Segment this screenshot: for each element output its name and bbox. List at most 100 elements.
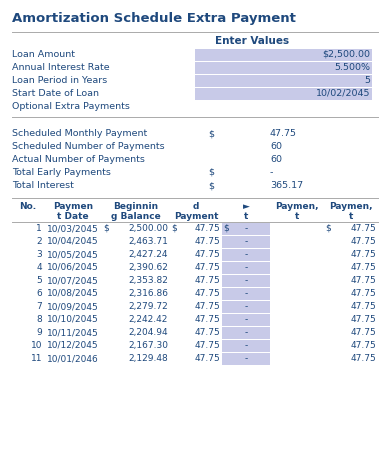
Text: d
Payment: d Payment	[174, 202, 218, 221]
Text: 10: 10	[30, 341, 42, 350]
Text: 60: 60	[270, 155, 282, 164]
Text: -: -	[245, 224, 248, 233]
Bar	[222, 327, 270, 339]
Text: -: -	[245, 315, 248, 324]
Bar	[195, 49, 372, 61]
Text: 10/01/2046: 10/01/2046	[47, 354, 99, 363]
Text: 6: 6	[36, 289, 42, 298]
Text: 9: 9	[36, 328, 42, 337]
Text: $: $	[208, 168, 214, 177]
Text: 47.75: 47.75	[350, 276, 376, 285]
Text: Scheduled Number of Payments: Scheduled Number of Payments	[12, 142, 165, 151]
Text: Amortization Schedule Extra Payment: Amortization Schedule Extra Payment	[12, 12, 296, 25]
Text: 47.75: 47.75	[194, 250, 220, 259]
Text: Beginnin
g Balance: Beginnin g Balance	[111, 202, 161, 221]
Text: Paymen,
t: Paymen, t	[275, 202, 319, 221]
Text: 47.75: 47.75	[350, 263, 376, 272]
Text: 47.75: 47.75	[194, 328, 220, 337]
Text: -: -	[245, 250, 248, 259]
Text: 10/06/2045: 10/06/2045	[47, 263, 99, 272]
Text: 2,279.72: 2,279.72	[128, 302, 168, 311]
Text: 2,500.00: 2,500.00	[128, 224, 168, 233]
Text: $: $	[325, 224, 331, 233]
Text: 47.75: 47.75	[194, 276, 220, 285]
Text: 2,353.82: 2,353.82	[128, 276, 168, 285]
Text: 2,316.86: 2,316.86	[128, 289, 168, 298]
Text: 10/12/2045: 10/12/2045	[47, 341, 99, 350]
Text: -: -	[270, 168, 273, 177]
Bar	[195, 88, 372, 100]
Text: $: $	[171, 224, 177, 233]
Text: ►
t: ► t	[243, 202, 250, 221]
Text: 47.75: 47.75	[350, 289, 376, 298]
Text: 47.75: 47.75	[194, 263, 220, 272]
Text: 8: 8	[36, 315, 42, 324]
Text: 365.17: 365.17	[270, 181, 303, 190]
Text: Total Early Payments: Total Early Payments	[12, 168, 111, 177]
Text: 10/07/2045: 10/07/2045	[47, 276, 99, 285]
Text: -: -	[245, 289, 248, 298]
Text: -: -	[245, 263, 248, 272]
Text: -: -	[245, 354, 248, 363]
Text: 2,242.42: 2,242.42	[129, 315, 168, 324]
Bar	[222, 275, 270, 287]
Text: No.: No.	[20, 202, 37, 211]
Text: Paymen,
t: Paymen, t	[329, 202, 373, 221]
Text: Start Date of Loan: Start Date of Loan	[12, 89, 99, 98]
Text: 5: 5	[36, 276, 42, 285]
Bar	[222, 236, 270, 248]
Text: 10/09/2045: 10/09/2045	[47, 302, 99, 311]
Text: -: -	[245, 328, 248, 337]
Text: 47.75: 47.75	[350, 224, 376, 233]
Text: 47.75: 47.75	[350, 341, 376, 350]
Text: 47.75: 47.75	[270, 129, 297, 138]
Text: Loan Period in Years: Loan Period in Years	[12, 76, 107, 85]
Text: 2,390.62: 2,390.62	[128, 263, 168, 272]
Bar	[222, 249, 270, 261]
Bar	[222, 314, 270, 326]
Text: $: $	[208, 181, 214, 190]
Text: 7: 7	[36, 302, 42, 311]
Text: 3: 3	[36, 250, 42, 259]
Text: 10/10/2045: 10/10/2045	[47, 315, 99, 324]
Text: 2,129.48: 2,129.48	[128, 354, 168, 363]
Text: 47.75: 47.75	[194, 315, 220, 324]
Bar	[222, 223, 270, 235]
Text: 47.75: 47.75	[194, 354, 220, 363]
Bar	[222, 262, 270, 274]
Text: 47.75: 47.75	[350, 328, 376, 337]
Text: $: $	[103, 224, 109, 233]
Text: Total Interest: Total Interest	[12, 181, 74, 190]
Text: 5.500%: 5.500%	[334, 63, 370, 72]
Text: 4: 4	[36, 263, 42, 272]
Text: 2,167.30: 2,167.30	[128, 341, 168, 350]
Text: -: -	[245, 341, 248, 350]
Text: 47.75: 47.75	[350, 237, 376, 246]
Text: $2,500.00: $2,500.00	[322, 50, 370, 59]
Text: Actual Number of Payments: Actual Number of Payments	[12, 155, 145, 164]
Bar	[222, 353, 270, 365]
Text: Optional Extra Payments: Optional Extra Payments	[12, 102, 130, 111]
Text: 2,427.24: 2,427.24	[128, 250, 168, 259]
Text: 47.75: 47.75	[350, 315, 376, 324]
Text: 10/03/2045: 10/03/2045	[47, 224, 99, 233]
Text: 47.75: 47.75	[350, 354, 376, 363]
Text: Paymen
t Date: Paymen t Date	[53, 202, 93, 221]
Text: Annual Interest Rate: Annual Interest Rate	[12, 63, 110, 72]
Text: 2,204.94: 2,204.94	[128, 328, 168, 337]
Text: 47.75: 47.75	[194, 302, 220, 311]
Text: $: $	[208, 129, 214, 138]
Text: 47.75: 47.75	[194, 237, 220, 246]
Text: 47.75: 47.75	[194, 224, 220, 233]
Bar	[222, 288, 270, 300]
Text: -: -	[245, 302, 248, 311]
Bar	[222, 340, 270, 352]
Text: 60: 60	[270, 142, 282, 151]
Text: -: -	[245, 237, 248, 246]
Text: 10/05/2045: 10/05/2045	[47, 250, 99, 259]
Text: 10/08/2045: 10/08/2045	[47, 289, 99, 298]
Bar	[222, 301, 270, 313]
Text: 47.75: 47.75	[194, 341, 220, 350]
Bar	[195, 62, 372, 74]
Text: 10/02/2045: 10/02/2045	[316, 89, 370, 98]
